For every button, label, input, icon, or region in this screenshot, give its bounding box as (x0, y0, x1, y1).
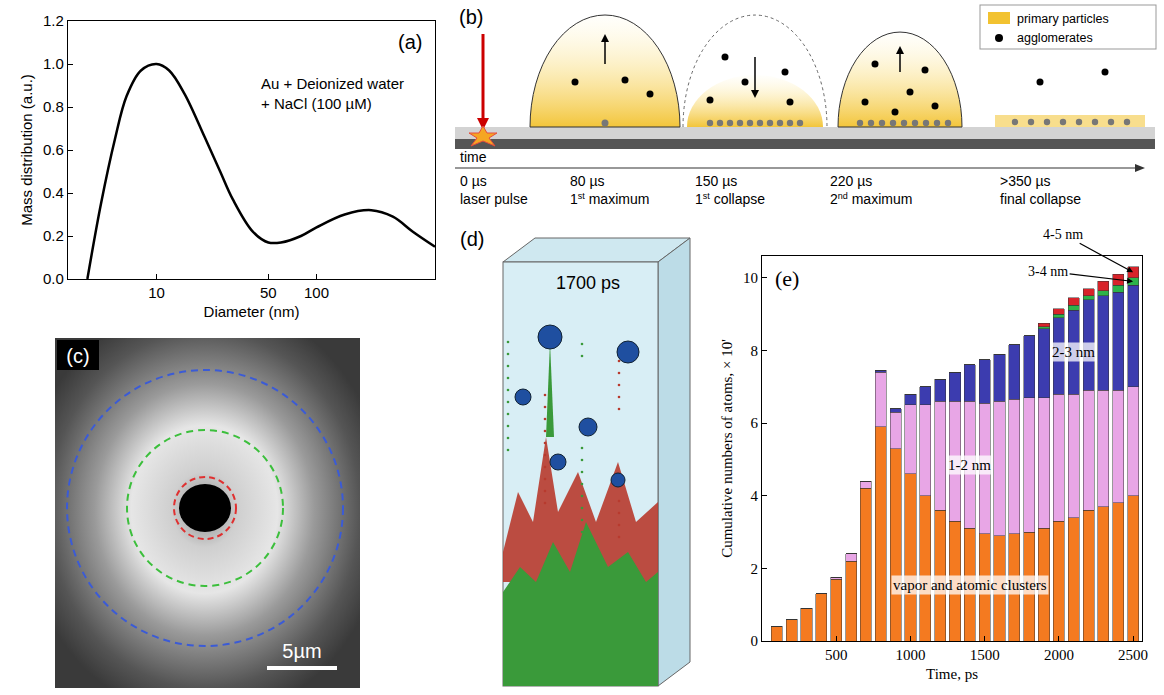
svg-text:Cumulative numbers of atoms, ×: Cumulative numbers of atoms, × 10' (719, 339, 735, 558)
svg-text:0.6: 0.6 (43, 141, 64, 158)
svg-text:3-4 nm: 3-4 nm (1028, 264, 1068, 279)
svg-text:agglomerates: agglomerates (1017, 31, 1093, 45)
svg-text:150 µs: 150 µs (695, 173, 737, 189)
svg-text:2500: 2500 (1118, 647, 1148, 663)
svg-text:1st collapse: 1st collapse (695, 191, 765, 207)
svg-text:2nd maximum: 2nd maximum (830, 191, 912, 207)
svg-text:1.2: 1.2 (43, 12, 64, 29)
svg-text:2: 2 (750, 561, 758, 577)
svg-text:5µm: 5µm (282, 640, 321, 662)
svg-text:(b): (b) (459, 6, 483, 28)
svg-text:1500: 1500 (970, 647, 1000, 663)
svg-text:Au + Deionized water+ NaCl (10: Au + Deionized water+ NaCl (100 µM) (261, 75, 404, 112)
svg-text:(c): (c) (66, 345, 89, 367)
svg-text:time: time (460, 149, 487, 165)
svg-text:1700 ps: 1700 ps (556, 273, 620, 293)
svg-text:0.8: 0.8 (43, 98, 64, 115)
svg-text:vapor and atomic clusters: vapor and atomic clusters (893, 577, 1047, 593)
svg-text:0.2: 0.2 (43, 227, 64, 244)
svg-text:4: 4 (750, 488, 758, 504)
svg-text:1000: 1000 (895, 647, 925, 663)
svg-text:2-3 nm: 2-3 nm (1052, 344, 1095, 360)
svg-text:8: 8 (750, 343, 758, 359)
svg-text:0 µs: 0 µs (460, 173, 487, 189)
svg-text:500: 500 (825, 647, 848, 663)
svg-text:(e): (e) (775, 266, 799, 291)
svg-text:2000: 2000 (1044, 647, 1074, 663)
svg-text:1.0: 1.0 (43, 55, 64, 72)
svg-text:80 µs: 80 µs (570, 173, 605, 189)
svg-text:0.4: 0.4 (43, 184, 64, 201)
svg-text:Time, ps: Time, ps (926, 666, 978, 682)
svg-text:1-2 nm: 1-2 nm (948, 457, 991, 473)
svg-text:primary particles: primary particles (1017, 12, 1109, 26)
svg-text:6: 6 (750, 415, 758, 431)
svg-text:220 µs: 220 µs (830, 173, 872, 189)
svg-text:4-5 nm: 4-5 nm (1043, 227, 1083, 242)
svg-text:1st maximum: 1st maximum (570, 191, 649, 207)
svg-text:0.0: 0.0 (43, 270, 64, 287)
svg-text:final collapse: final collapse (1000, 191, 1081, 207)
svg-text:>350 µs: >350 µs (1000, 173, 1051, 189)
svg-text:Diameter (nm): Diameter (nm) (204, 303, 300, 320)
svg-text:laser pulse: laser pulse (460, 191, 528, 207)
svg-text:(a): (a) (398, 31, 422, 53)
svg-text:(d): (d) (460, 228, 484, 250)
svg-text:0: 0 (750, 633, 758, 649)
svg-text:100: 100 (304, 284, 329, 301)
svg-text:10: 10 (743, 270, 758, 286)
svg-text:Mass distribution (a.u.): Mass distribution (a.u.) (18, 74, 35, 226)
svg-text:50: 50 (260, 284, 277, 301)
svg-text:10: 10 (148, 284, 165, 301)
